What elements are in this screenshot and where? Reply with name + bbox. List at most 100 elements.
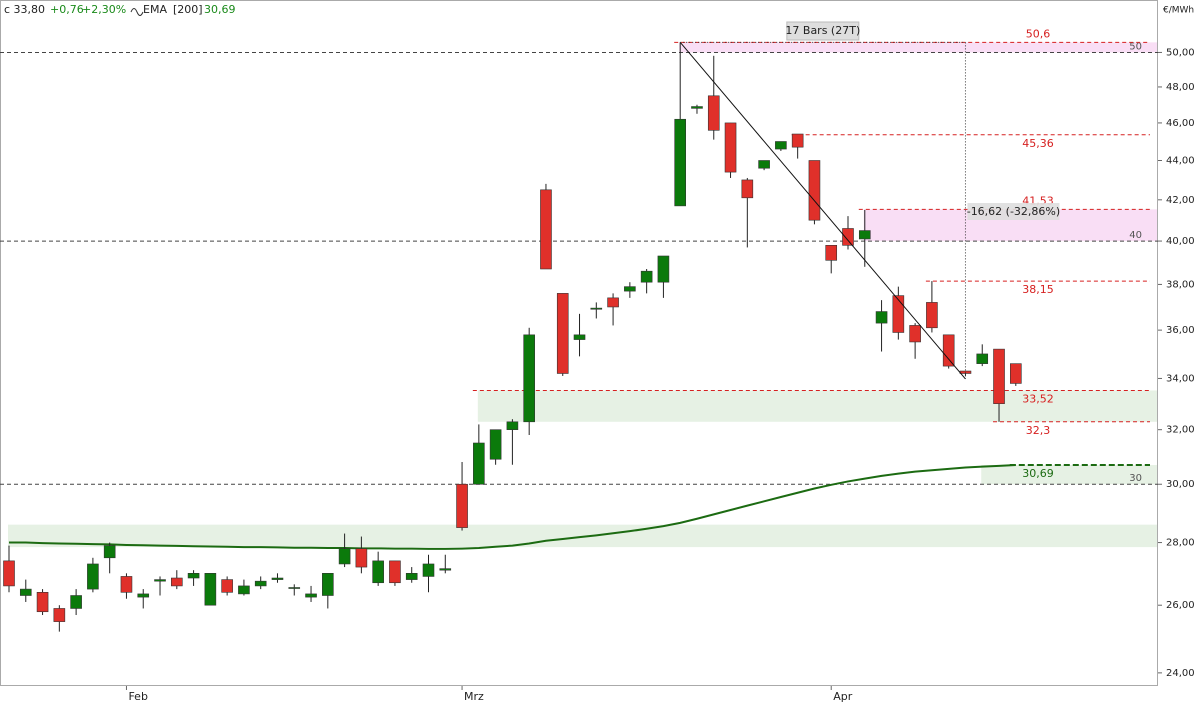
y-tick-label: 28,00 bbox=[1166, 538, 1195, 549]
header-change: +0,76 bbox=[50, 3, 84, 16]
candle-body bbox=[53, 608, 66, 622]
x-tick-label: Mrz bbox=[464, 690, 484, 703]
candle-body bbox=[87, 563, 99, 590]
candle-body bbox=[489, 429, 502, 460]
candle-body bbox=[120, 576, 133, 593]
candle-body bbox=[506, 421, 519, 430]
ema-line bbox=[9, 464, 1016, 550]
candle-body bbox=[909, 325, 921, 343]
candle-body bbox=[36, 592, 49, 613]
candle-body bbox=[842, 228, 854, 246]
candle-body bbox=[825, 245, 838, 261]
header-close: c 33,80 bbox=[4, 3, 45, 16]
candle-body bbox=[976, 353, 989, 364]
candle-body bbox=[355, 548, 368, 568]
y-tick-label: 30,00 bbox=[1166, 479, 1195, 490]
measure-change-label: -16,62 (-32,86%) bbox=[967, 205, 1060, 218]
candle-body bbox=[1009, 363, 1022, 384]
candle-body bbox=[556, 293, 569, 374]
candle-body bbox=[439, 568, 452, 571]
level-label: 38,15 bbox=[1022, 283, 1054, 296]
plot-frame bbox=[0, 0, 1158, 686]
level-label: 32,3 bbox=[1026, 424, 1051, 437]
candle-body bbox=[741, 179, 754, 199]
candle-body bbox=[204, 573, 217, 606]
measure-bars-label: 17 Bars (27T) bbox=[785, 24, 860, 37]
candle-body bbox=[305, 593, 317, 598]
y-tick-label: 40,00 bbox=[1166, 236, 1195, 247]
candle-body bbox=[808, 160, 821, 221]
candle-body bbox=[473, 442, 485, 485]
y-tick-label: 36,00 bbox=[1166, 325, 1195, 336]
candle-body bbox=[137, 593, 150, 598]
y-tick-label: 26,00 bbox=[1166, 600, 1195, 611]
measure-bars-box bbox=[786, 21, 860, 41]
header-change-pct: +2,30% bbox=[82, 3, 126, 16]
zone bbox=[981, 465, 1157, 485]
candle-body bbox=[758, 160, 770, 169]
y-tick-label: 50,00 bbox=[1166, 47, 1195, 58]
measure-change-box bbox=[967, 203, 1060, 220]
candle-body bbox=[858, 230, 871, 240]
candle-body bbox=[372, 560, 384, 584]
x-tick-label: Apr bbox=[833, 690, 853, 703]
level-label: 50,6 bbox=[1026, 27, 1051, 40]
header-ema-value: 30,69 bbox=[204, 3, 236, 16]
y-tick-label: 48,00 bbox=[1166, 82, 1195, 93]
candle-body bbox=[993, 348, 1005, 404]
candle-body bbox=[456, 483, 468, 528]
candle-body bbox=[271, 577, 284, 580]
candle-body bbox=[624, 286, 636, 292]
candle-body bbox=[103, 545, 116, 559]
y-tick-label: 34,00 bbox=[1166, 373, 1195, 384]
candle-body bbox=[19, 588, 32, 596]
candle-body bbox=[691, 106, 703, 109]
candle-body bbox=[607, 297, 619, 308]
candle-body bbox=[154, 579, 166, 582]
candle-body bbox=[791, 133, 804, 148]
candle-body bbox=[657, 255, 670, 283]
candle-body bbox=[523, 334, 535, 423]
level-label: 30,69 bbox=[1022, 467, 1054, 480]
ema-icon bbox=[130, 8, 144, 16]
zone bbox=[477, 390, 1158, 422]
candle-body bbox=[187, 573, 200, 579]
y-tick-label: 24,00 bbox=[1166, 668, 1195, 679]
y-tick-label: 32,00 bbox=[1166, 425, 1195, 436]
candle-body bbox=[422, 563, 435, 577]
candle-body bbox=[389, 560, 401, 584]
candle-body bbox=[338, 548, 351, 565]
candle-body bbox=[926, 302, 938, 329]
y-tick-label: 38,00 bbox=[1166, 279, 1195, 290]
candle-body bbox=[540, 189, 552, 270]
candle-body bbox=[254, 580, 267, 587]
candle-body bbox=[3, 560, 15, 587]
candle-body bbox=[875, 311, 888, 324]
level-label: 45,36 bbox=[1022, 137, 1054, 150]
candle-body bbox=[724, 122, 737, 173]
candle-body bbox=[221, 579, 233, 593]
zone bbox=[679, 42, 1157, 53]
unit-label: €/MWh bbox=[1163, 6, 1194, 16]
candle-body bbox=[640, 270, 653, 283]
header-ema-name: EMA bbox=[143, 3, 167, 16]
measure-line bbox=[679, 42, 966, 380]
candle-body bbox=[171, 577, 183, 587]
candle-body bbox=[405, 573, 418, 580]
y-tick-label: 46,00 bbox=[1166, 118, 1195, 129]
candle-body bbox=[573, 334, 586, 340]
candle-body bbox=[238, 585, 250, 595]
candle-body bbox=[707, 95, 720, 131]
level-label: 33,52 bbox=[1022, 392, 1054, 405]
candle-body bbox=[322, 573, 334, 596]
candle-body bbox=[70, 595, 82, 609]
candle-body bbox=[892, 295, 905, 333]
y-tick-label: 44,00 bbox=[1166, 155, 1195, 166]
candle-body bbox=[674, 118, 687, 207]
candle-body bbox=[942, 334, 955, 367]
header-ema-period: [200] bbox=[173, 3, 203, 16]
y-tick-label: 42,00 bbox=[1166, 195, 1195, 206]
x-tick-label: Feb bbox=[128, 690, 147, 703]
round-level-label: 50 bbox=[1129, 41, 1142, 52]
